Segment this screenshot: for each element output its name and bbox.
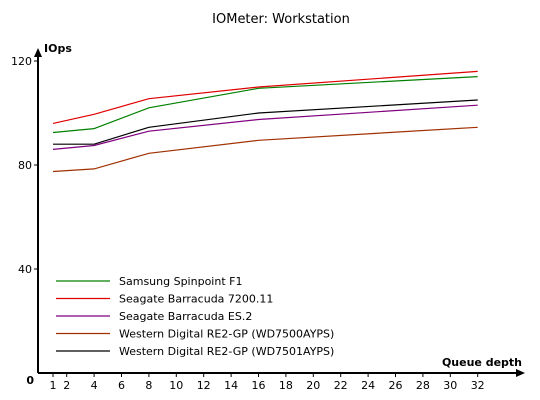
- x-tick-label: 8: [145, 379, 152, 392]
- origin-label: 0: [26, 374, 34, 387]
- series-line-1: [52, 76, 478, 134]
- x-tick-label: 26: [389, 379, 403, 392]
- y-tick-label: 120: [11, 55, 32, 68]
- y-tick-label: 40: [18, 263, 32, 276]
- x-tick-label: 32: [471, 379, 485, 392]
- legend-label-5: Western Digital RE2-GP (WD7501AYPS): [119, 345, 334, 358]
- y-axis-arrow: [34, 48, 42, 57]
- x-tick-label: 2: [63, 379, 70, 392]
- x-tick-label: 18: [279, 379, 293, 392]
- chart-title: IOMeter: Workstation: [212, 12, 350, 27]
- y-tick-label: 80: [18, 159, 32, 172]
- series-line-2: [52, 70, 478, 124]
- legend-label-4: Western Digital RE2-GP (WD7500AYPS): [119, 328, 334, 341]
- y-axis-label: IOps: [44, 42, 72, 55]
- x-tick-label: 1: [50, 379, 57, 392]
- x-tick-label: 6: [118, 379, 125, 392]
- series-line-5: [53, 99, 478, 145]
- x-tick-label: 22: [334, 379, 348, 392]
- x-axis-label: Queue depth: [442, 356, 522, 369]
- x-tick-label: 10: [169, 379, 183, 392]
- series-line-3: [52, 104, 478, 150]
- x-tick-label: 20: [306, 379, 320, 392]
- x-tick-label: 24: [361, 379, 375, 392]
- series-line-4: [52, 126, 478, 173]
- legend-label-2: Seagate Barracuda 7200.11: [119, 293, 273, 306]
- legend-label-3: Seagate Barracuda ES.2: [119, 310, 252, 323]
- x-tick-label: 4: [91, 379, 98, 392]
- series-layer: [52, 70, 478, 173]
- x-tick-label: 14: [224, 379, 238, 392]
- legend-label-1: Samsung Spinpoint F1: [119, 275, 242, 288]
- x-axis-arrow: [516, 369, 525, 377]
- x-tick-label: 28: [416, 379, 430, 392]
- x-tick-label: 16: [252, 379, 266, 392]
- x-tick-label: 30: [443, 379, 457, 392]
- legend: Samsung Spinpoint F1 Seagate Barracuda 72…: [56, 275, 334, 358]
- x-tick-label: 12: [197, 379, 211, 392]
